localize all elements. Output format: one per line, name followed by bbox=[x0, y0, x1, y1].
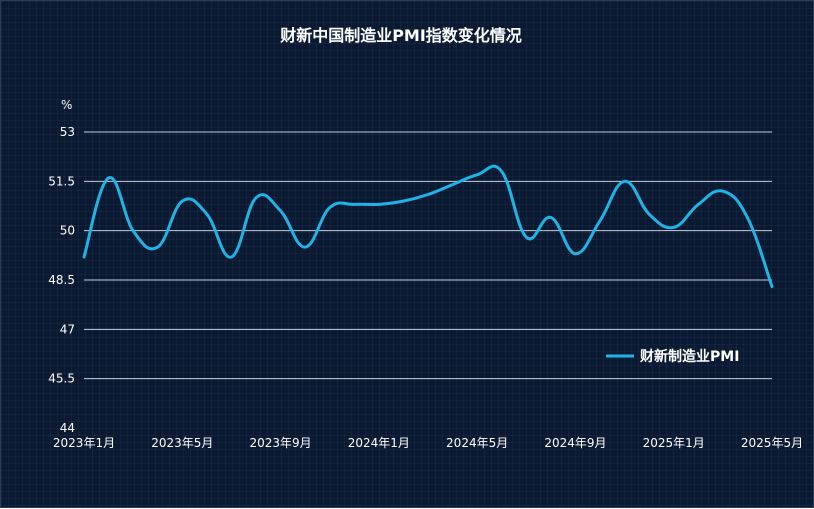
y-tick-label: 53 bbox=[60, 125, 75, 139]
x-tick-label: 2025年5月 bbox=[741, 436, 803, 450]
x-tick-label: 2025年1月 bbox=[643, 436, 705, 450]
x-tick-label: 2023年5月 bbox=[151, 436, 213, 450]
y-tick-label: 50 bbox=[60, 224, 75, 238]
y-tick-label: 44 bbox=[60, 421, 75, 435]
x-axis-ticks: 2023年1月 2023年5月 2023年9月 2024年1月 2024年5月 2024年… bbox=[53, 436, 803, 450]
grid-lines bbox=[84, 131, 772, 380]
y-axis-ticks: 44 45.5 47 48.5 50 51.5 53 bbox=[48, 125, 75, 435]
x-tick-label: 2024年1月 bbox=[348, 436, 410, 450]
legend-label: 财新制造业PMI bbox=[639, 348, 739, 365]
x-tick-label: 2023年9月 bbox=[249, 436, 311, 450]
y-tick-label: 45.5 bbox=[48, 372, 75, 386]
y-tick-label: 51.5 bbox=[48, 174, 75, 188]
y-axis-unit-label: % bbox=[61, 98, 72, 112]
y-tick-label: 48.5 bbox=[48, 273, 75, 287]
series-line-caixin-pmi bbox=[82, 164, 774, 289]
legend: 财新制造业PMI bbox=[606, 348, 739, 365]
x-tick-label: 2024年5月 bbox=[446, 436, 508, 450]
y-tick-label: 47 bbox=[60, 322, 75, 336]
x-tick-label: 2024年9月 bbox=[544, 436, 606, 450]
x-tick-label: 2023年1月 bbox=[53, 436, 115, 450]
chart-title: 财新中国制造业PMI指数变化情况 bbox=[279, 26, 522, 45]
